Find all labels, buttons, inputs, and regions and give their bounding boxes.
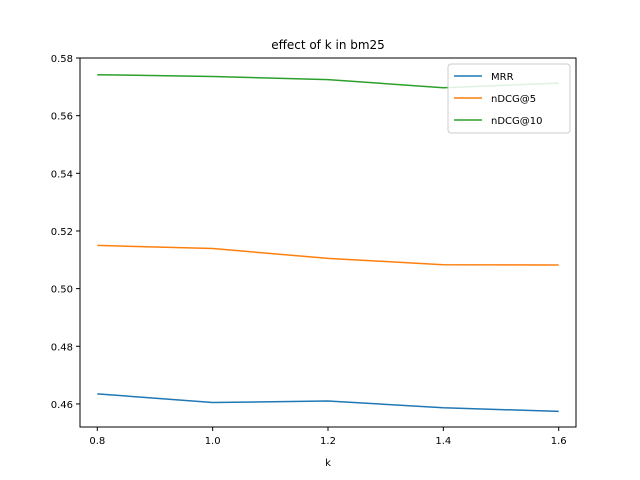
- y-tick-label: 0.52: [51, 227, 73, 238]
- x-tick-label: 1.2: [320, 436, 336, 447]
- series-line-mrr: [97, 393, 559, 413]
- legend-label: nDCG@5: [491, 94, 536, 105]
- x-tick-label: 0.8: [89, 436, 105, 447]
- y-tick-label: 0.48: [51, 342, 73, 353]
- legend-label: nDCG@10: [491, 116, 543, 127]
- y-tick-label: 0.46: [51, 400, 73, 411]
- x-tick-label: 1.6: [551, 436, 567, 447]
- series-line-ndcg-5: [97, 244, 559, 266]
- x-tick-label: 1.0: [205, 436, 221, 447]
- x-tick-label: 1.4: [435, 436, 451, 447]
- y-tick-label: 0.56: [51, 112, 73, 123]
- plot-frame: [79, 57, 577, 428]
- y-tick-label: 0.50: [51, 285, 73, 296]
- axis-ticks: 0.8 1.0 1.2 1.4 1.6 0.46 0.48 0.50 0.52 0.54 0.56 0…: [51, 54, 567, 447]
- legend-box: [447, 63, 571, 134]
- legend-label: MRR: [491, 72, 514, 83]
- y-tick-label: 0.58: [51, 54, 73, 65]
- chart-title: effect of k in bm25: [271, 38, 385, 52]
- legend: MRR nDCG@5 nDCG@10: [447, 63, 571, 134]
- x-axis-label: k: [325, 458, 331, 469]
- y-tick-label: 0.54: [51, 169, 73, 180]
